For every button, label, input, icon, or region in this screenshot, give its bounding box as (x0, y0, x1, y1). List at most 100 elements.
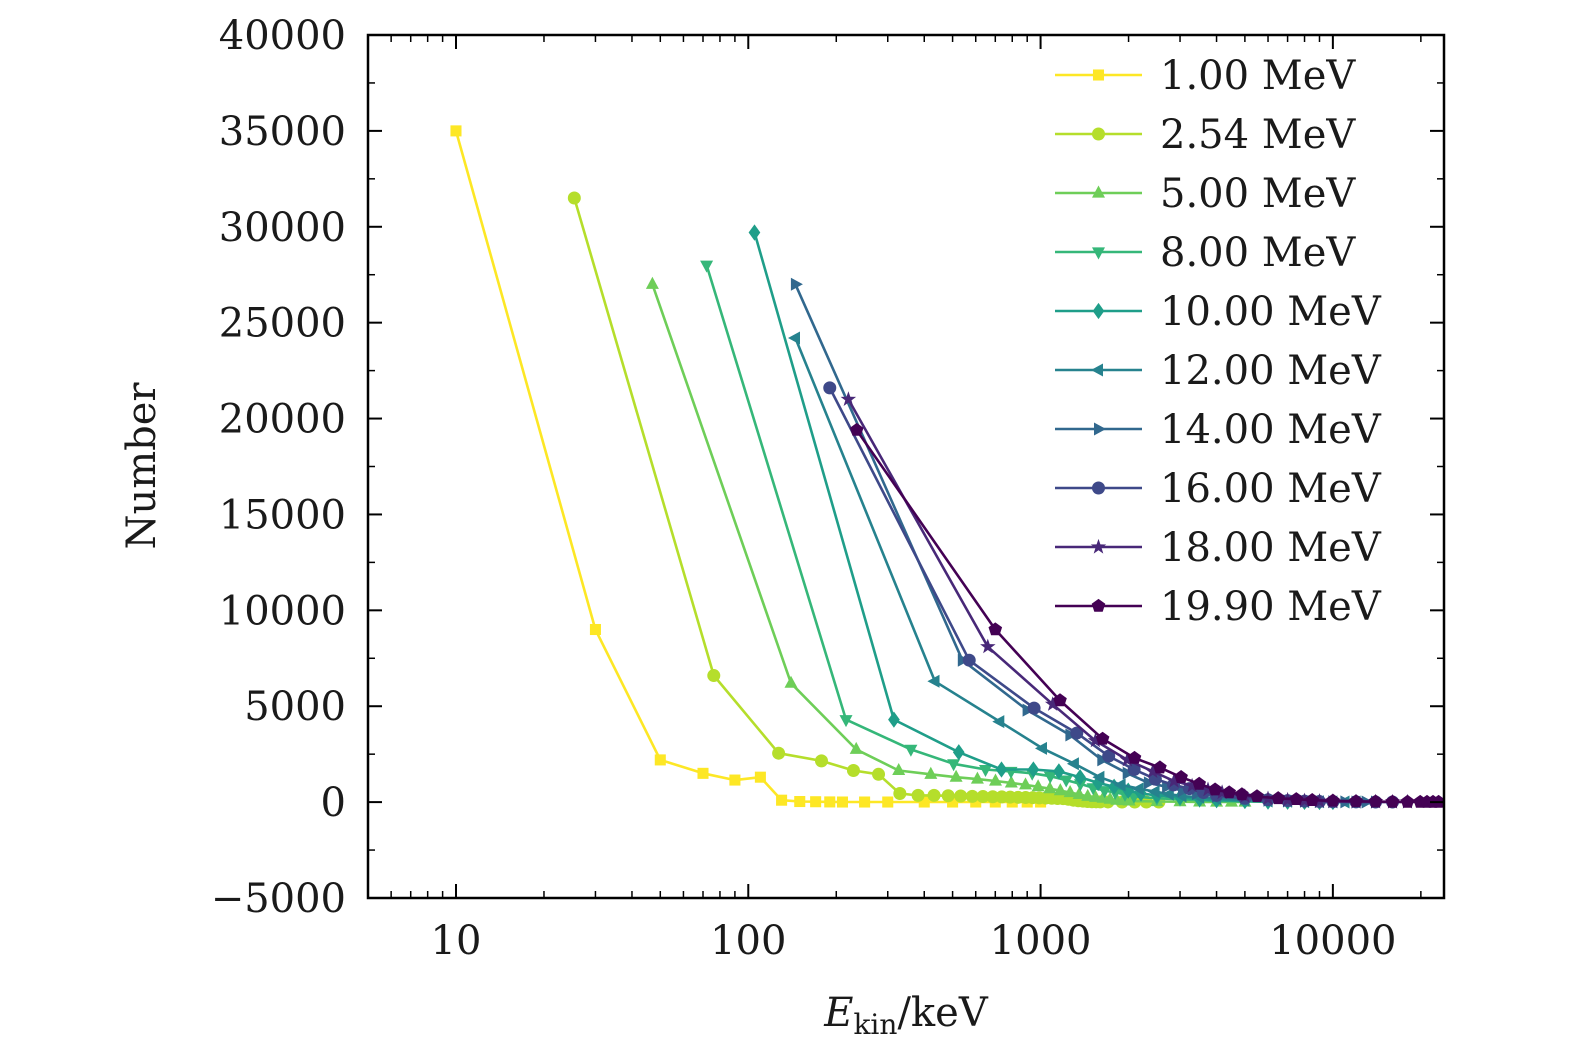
data-point-2-4 (924, 766, 938, 779)
data-point-4-3 (995, 761, 1008, 778)
data-point-6-5 (1122, 766, 1135, 780)
data-point-0-4 (729, 774, 741, 786)
y-tick-label: 0 (321, 780, 346, 826)
data-point-2-6 (970, 771, 984, 784)
data-point-6-0 (790, 277, 803, 291)
data-point-2-5 (949, 769, 963, 782)
data-point-1-9 (941, 789, 955, 803)
data-point-1-13 (986, 790, 1000, 804)
data-point-9-15 (1326, 793, 1340, 807)
data-point-2-14 (1072, 787, 1086, 799)
data-point-8-5 (1145, 763, 1161, 778)
data-point-4-5 (1053, 763, 1065, 780)
data-point-8-2 (1044, 696, 1061, 711)
data-point-2-21 (1122, 793, 1136, 806)
y-tick-label: 15000 (219, 492, 346, 538)
legend-label: 18.00 MeV (1160, 525, 1382, 571)
data-point-9-4 (1127, 750, 1142, 764)
data-point-0-9 (824, 796, 836, 808)
data-point-8-1 (980, 638, 996, 654)
data-point-9-19 (1400, 794, 1415, 808)
data-point-0-11 (859, 796, 871, 808)
data-point-9-9 (1222, 785, 1236, 799)
data-point-9-0 (849, 422, 864, 436)
legend-marker (1091, 363, 1103, 377)
plot-area (450, 125, 1444, 811)
legend-marker (1092, 302, 1105, 320)
series-line-0 (454, 130, 1041, 804)
data-point-6-4 (1097, 753, 1110, 767)
legend-entry-6: 14.00 MeV (1055, 407, 1382, 453)
data-point-1-11 (965, 789, 979, 803)
x-tick-label: 100 (710, 918, 786, 964)
legend-entry-4: 10.00 MeV (1055, 289, 1382, 335)
data-point-9-17 (1368, 794, 1383, 808)
data-point-7-2 (1027, 701, 1041, 715)
data-point-3-7 (1043, 771, 1057, 784)
data-point-4-7 (1092, 774, 1105, 792)
legend-marker (1092, 481, 1105, 495)
data-point-9-5 (1153, 760, 1167, 774)
data-point-8-6 (1166, 772, 1182, 788)
data-point-5-7 (1131, 782, 1144, 796)
x-axis-label: Ekin/keV (823, 990, 989, 1041)
y-tick-label: −5000 (211, 876, 346, 922)
data-point-3-3 (947, 759, 961, 772)
data-point-7-3 (1070, 726, 1084, 740)
data-point-1-1 (707, 669, 721, 683)
data-point-9-2 (1053, 693, 1067, 707)
x-axis-label-unit: /keV (897, 990, 988, 1036)
x-axis-label-subscript: kin (853, 1008, 897, 1041)
data-point-1-5 (872, 767, 886, 781)
data-point-2-13 (1063, 785, 1077, 798)
y-tick-label: 35000 (219, 109, 346, 155)
data-point-0-1 (589, 623, 601, 636)
legend-marker (1092, 247, 1105, 260)
series-9 (849, 422, 1444, 808)
data-point-5-6 (1113, 778, 1126, 792)
data-point-8-3 (1087, 732, 1104, 748)
series-line-2 (651, 283, 1245, 804)
data-point-1-8 (927, 788, 941, 802)
data-point-5-1 (927, 674, 940, 688)
data-point-8-7 (1184, 777, 1200, 793)
data-point-7-1 (962, 653, 976, 667)
legend-label: 10.00 MeV (1160, 289, 1382, 335)
y-tick-label: 5000 (244, 684, 346, 730)
data-point-0-14 (947, 796, 959, 808)
data-point-6-6 (1143, 776, 1156, 790)
legend-entry-7: 16.00 MeV (1055, 466, 1382, 512)
data-point-9-3 (1095, 731, 1110, 745)
data-point-7-0 (823, 381, 837, 395)
legend-label: 19.90 MeV (1160, 584, 1382, 630)
series-2 (645, 276, 1252, 807)
data-point-3-8 (1059, 775, 1073, 788)
data-point-9-13 (1289, 792, 1304, 805)
data-point-9-1 (988, 622, 1003, 636)
data-point-2-0 (645, 276, 659, 289)
axis-ticks: −5000 0 5000 10000 15000 20000 25000 30000 35000… (211, 13, 1444, 964)
data-point-9-16 (1349, 794, 1363, 808)
data-point-3-4 (979, 765, 992, 777)
data-point-3-0 (700, 260, 714, 273)
data-point-1-6 (893, 786, 907, 800)
legend-label: 5.00 MeV (1160, 171, 1356, 217)
legend-marker (1091, 598, 1106, 612)
data-point-0-0 (450, 125, 462, 137)
data-point-4-6 (1074, 769, 1086, 786)
x-tick-label: 10 (431, 918, 482, 964)
data-point-2-3 (892, 763, 906, 775)
data-point-1-7 (911, 788, 925, 802)
data-point-4-0 (748, 224, 761, 241)
data-point-8-8 (1200, 781, 1216, 797)
data-point-0-13 (918, 796, 930, 808)
legend-entry-1: 2.54 MeV (1055, 112, 1356, 158)
data-point-5-0 (788, 331, 800, 345)
legend-label: 14.00 MeV (1160, 407, 1382, 453)
legend-label: 12.00 MeV (1160, 348, 1382, 394)
legend-label: 1.00 MeV (1160, 53, 1356, 99)
legend: 1.00 MeV 2.54 MeV 5.00 MeV 8.00 MeV 10.00 Me… (1055, 53, 1382, 630)
data-point-7-6 (1148, 772, 1162, 786)
data-point-5-2 (992, 715, 1005, 729)
y-tick-label: 20000 (219, 397, 346, 443)
